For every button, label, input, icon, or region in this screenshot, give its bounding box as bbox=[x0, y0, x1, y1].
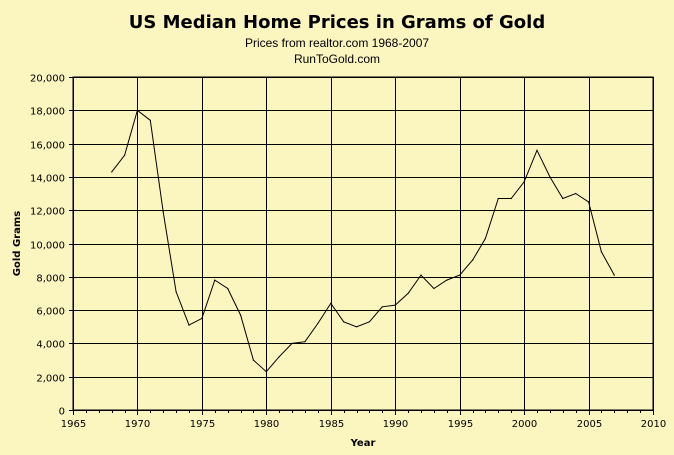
y-tick-label: 6,000 bbox=[36, 307, 65, 318]
data-point bbox=[600, 251, 603, 253]
series-line bbox=[111, 109, 615, 373]
data-point bbox=[523, 181, 525, 183]
data-point bbox=[613, 274, 615, 276]
data-point bbox=[304, 341, 306, 343]
data-point bbox=[368, 321, 370, 323]
series-layer bbox=[111, 109, 615, 373]
y-tick-label: 10,000 bbox=[30, 241, 65, 252]
y-tick-label: 0 bbox=[59, 407, 65, 418]
data-point bbox=[549, 176, 551, 178]
data-point bbox=[188, 324, 190, 326]
data-point bbox=[588, 201, 590, 203]
chart-title: US Median Home Prices in Grams of Gold bbox=[128, 12, 546, 33]
y-tick-label: 18,000 bbox=[30, 107, 65, 118]
y-tick-label: 8,000 bbox=[36, 274, 65, 285]
data-point bbox=[484, 237, 486, 240]
plot-area bbox=[72, 76, 654, 411]
data-point bbox=[265, 371, 267, 373]
data-point bbox=[407, 292, 409, 294]
data-point bbox=[394, 304, 396, 306]
x-tick-label: 2010 bbox=[641, 419, 666, 430]
data-point bbox=[201, 317, 203, 319]
data-point bbox=[291, 342, 293, 344]
data-point bbox=[420, 274, 422, 276]
data-point bbox=[124, 154, 126, 156]
data-point bbox=[162, 211, 164, 213]
data-point bbox=[510, 197, 512, 200]
data-point bbox=[536, 149, 538, 151]
data-point bbox=[317, 322, 319, 324]
data-point bbox=[111, 171, 113, 173]
x-tick-label: 1980 bbox=[254, 419, 279, 430]
data-point bbox=[175, 291, 177, 293]
data-point bbox=[575, 192, 577, 195]
data-point bbox=[446, 279, 448, 281]
data-point bbox=[459, 274, 461, 276]
x-tick-label: 1975 bbox=[190, 419, 215, 430]
y-tick-label: 20,000 bbox=[30, 74, 65, 85]
data-point bbox=[136, 109, 138, 111]
data-point bbox=[278, 356, 280, 358]
data-point bbox=[252, 359, 254, 361]
data-point bbox=[562, 197, 564, 200]
x-axis-label: Year bbox=[350, 438, 376, 449]
data-point bbox=[381, 306, 383, 308]
x-tick-label: 1970 bbox=[125, 419, 150, 430]
x-tick-label: 1985 bbox=[319, 419, 344, 430]
x-tick-label: 1990 bbox=[383, 419, 408, 430]
chart-source: RunToGold.com bbox=[293, 52, 381, 66]
y-tick-label: 12,000 bbox=[30, 207, 65, 218]
data-point bbox=[214, 279, 216, 281]
chart-subtitle: Prices from realtor.com 1968-2007 bbox=[244, 36, 430, 50]
y-axis-label: Gold Grams bbox=[12, 211, 23, 276]
x-tick-label: 1995 bbox=[448, 419, 473, 430]
x-tick-label: 1965 bbox=[61, 419, 86, 430]
data-point bbox=[472, 259, 474, 261]
y-tick-label: 2,000 bbox=[36, 374, 65, 385]
x-tick-label: 2000 bbox=[512, 419, 537, 430]
y-tick-label: 4,000 bbox=[36, 340, 65, 351]
data-point bbox=[356, 326, 358, 328]
data-point bbox=[330, 302, 332, 304]
x-tick-label: 2005 bbox=[577, 419, 602, 430]
data-point bbox=[149, 119, 151, 121]
y-tick-label: 14,000 bbox=[30, 174, 65, 185]
data-point bbox=[497, 197, 499, 200]
data-point bbox=[227, 287, 229, 290]
data-point bbox=[433, 287, 435, 290]
y-tick-label: 16,000 bbox=[30, 141, 65, 152]
data-point bbox=[240, 314, 242, 316]
axes: 0 2,000 4,000 6,000 8,000 10,000 12,000 14,000 1… bbox=[30, 74, 666, 431]
data-point bbox=[343, 321, 345, 323]
